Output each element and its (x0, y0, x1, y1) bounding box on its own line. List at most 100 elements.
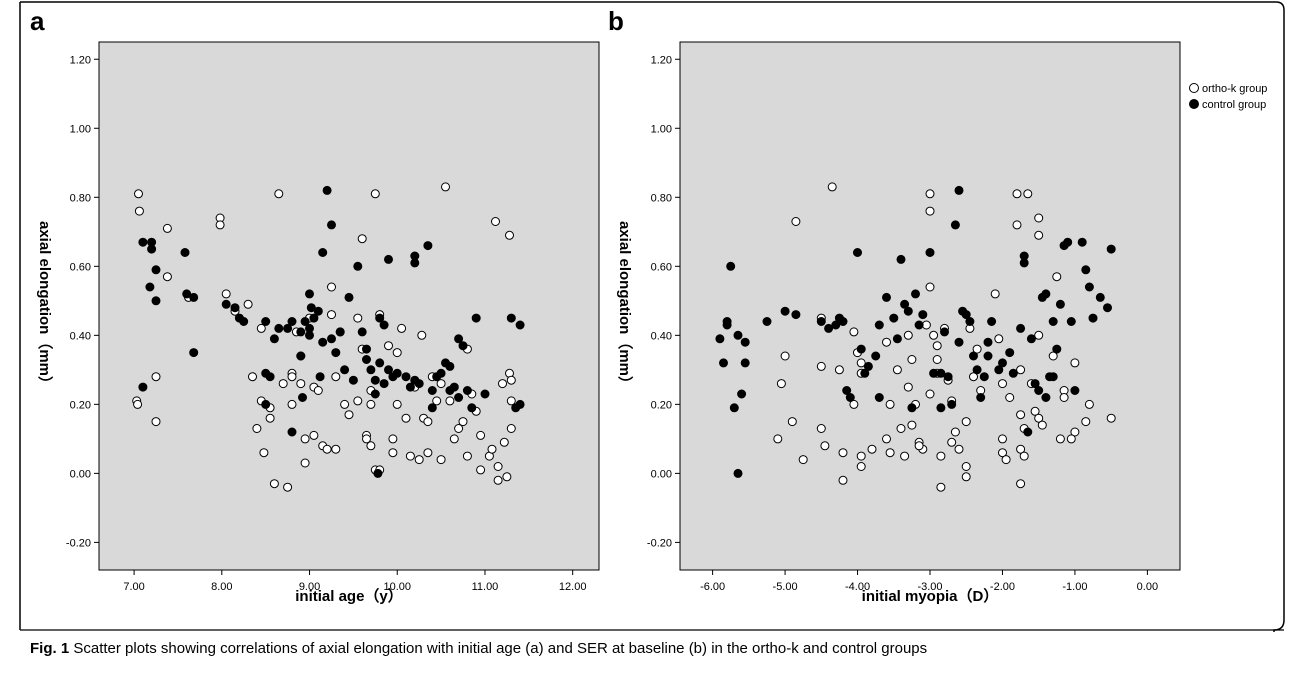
control-point (900, 299, 910, 309)
ortho-k-point (950, 427, 960, 437)
control-point (954, 185, 964, 195)
ortho-k-point (780, 351, 790, 361)
ortho-k-point (1019, 451, 1029, 461)
ortho-k-point (134, 206, 144, 216)
control-point (313, 306, 323, 316)
ortho-k-point (221, 289, 231, 299)
control-point (1066, 317, 1076, 326)
y-tick-label: 0.80 (70, 192, 91, 204)
ortho-k-point (296, 379, 306, 389)
ortho-k-point (162, 272, 172, 282)
ortho-k-point (1016, 479, 1026, 489)
control-point (138, 382, 148, 392)
control-point (950, 220, 960, 230)
ortho-k-point (961, 417, 971, 427)
control-point (283, 323, 293, 333)
legend-label: ortho-k group (1202, 83, 1267, 95)
ortho-k-point (366, 441, 376, 451)
ortho-k-point (1055, 434, 1065, 444)
control-point (940, 327, 949, 337)
control-point (348, 375, 358, 385)
ortho-k-point (493, 462, 503, 471)
x-tick-label: -6.00 (700, 581, 725, 593)
control-point (239, 317, 249, 326)
control-point (309, 313, 319, 323)
control-point (287, 427, 297, 437)
control-point (733, 330, 743, 340)
panel-letter: b (608, 6, 624, 36)
ortho-k-point (401, 413, 411, 423)
plot-area (679, 41, 1181, 571)
control-point (515, 320, 525, 330)
control-point (903, 306, 913, 316)
control-point (427, 403, 437, 413)
control-point (842, 386, 852, 395)
x-tick-label: 11.00 (472, 581, 499, 593)
x-tick-label: -1.00 (1062, 581, 1087, 593)
control-point (384, 254, 393, 264)
ortho-k-point (969, 372, 978, 382)
y-tick-label: -0.20 (647, 537, 672, 549)
ortho-k-point (1070, 358, 1080, 368)
ortho-k-point (798, 455, 808, 465)
control-point (182, 289, 192, 299)
ortho-k-point (436, 455, 446, 465)
control-point (1016, 323, 1026, 333)
ortho-k-point (449, 434, 459, 444)
control-point (892, 334, 902, 344)
ortho-k-point (925, 206, 935, 216)
control-point (515, 399, 525, 409)
control-point (925, 248, 935, 257)
ortho-k-point (903, 382, 913, 392)
ortho-k-point (1106, 413, 1116, 423)
ortho-k-point (505, 230, 514, 240)
control-point (322, 185, 332, 195)
ortho-k-point (388, 448, 398, 458)
ortho-k-point (776, 379, 786, 389)
ortho-k-point (405, 451, 415, 461)
control-point (824, 323, 834, 333)
ortho-k-point (331, 372, 341, 382)
control-point (947, 399, 957, 409)
control-point (340, 365, 350, 375)
y-tick-label: 0.20 (70, 399, 91, 411)
control-point (375, 313, 385, 323)
control-point (1077, 237, 1087, 247)
control-point (471, 313, 481, 323)
ortho-k-point (1012, 189, 1022, 199)
ortho-k-point (1052, 272, 1062, 282)
ortho-k-point (773, 434, 783, 444)
ortho-k-point (366, 399, 376, 409)
ortho-k-point (994, 334, 1004, 344)
control-point (1055, 299, 1065, 309)
control-point (780, 306, 790, 316)
x-tick-label: -4.00 (845, 581, 870, 593)
plot-area (98, 41, 600, 571)
ortho-k-point (327, 310, 336, 320)
control-point (726, 261, 736, 271)
control-point (1034, 386, 1044, 395)
control-point (138, 237, 148, 247)
control-point (414, 379, 424, 389)
ortho-k-point (932, 341, 942, 351)
y-tick-label: 0.00 (70, 468, 91, 480)
ortho-k-point (414, 455, 424, 465)
control-point (972, 365, 982, 375)
control-point (331, 348, 341, 358)
y-tick-label: 0.80 (651, 192, 672, 204)
ortho-k-point (1034, 330, 1044, 340)
ortho-k-point (357, 234, 367, 244)
control-point (954, 337, 964, 347)
y-axis-title: axial elongation（mm） (616, 221, 634, 391)
ortho-k-point (259, 448, 269, 458)
control-point (305, 289, 314, 299)
x-axis-title: initial age（y） (295, 587, 403, 605)
scatter-panel-a: a -0.20 0.00 0.20 0.40 0.60 0.80 1.00 1.20 7.00 8.… (30, 6, 600, 605)
control-point (911, 289, 920, 299)
control-point (853, 248, 862, 257)
control-point (715, 334, 725, 344)
ortho-k-point (936, 451, 946, 461)
ortho-k-point (1001, 455, 1011, 465)
control-point (454, 334, 464, 344)
caption-label: Fig. 1 (30, 640, 70, 657)
